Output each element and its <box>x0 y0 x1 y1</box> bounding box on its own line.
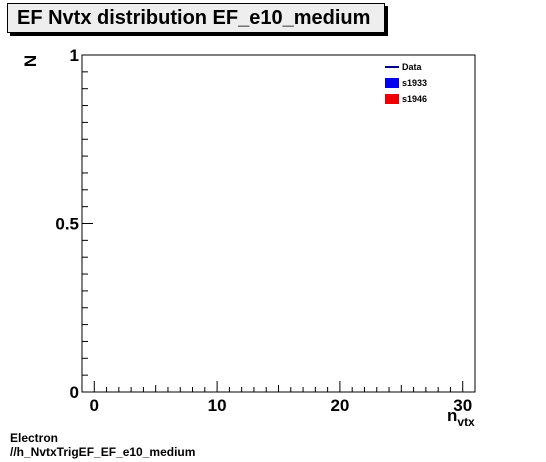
footer: Electron //h_NvtxTrigEF_EF_e10_medium <box>10 431 195 459</box>
x-tick-label: 0 <box>90 396 99 415</box>
x-tick-label: 10 <box>208 396 227 415</box>
legend-label: Data <box>402 62 423 72</box>
x-tick-label: 20 <box>330 396 349 415</box>
legend-label: s1933 <box>402 78 427 88</box>
x-axis: 0 10 20 30 <box>90 381 472 415</box>
y-tick-label: 0.5 <box>55 215 79 234</box>
footer-line-1: Electron <box>10 431 59 445</box>
y-tick-label: 1 <box>70 46 79 65</box>
y-axis-label: N <box>21 55 40 67</box>
legend-fill-marker <box>385 78 399 88</box>
chart-title: EF Nvtx distribution EF_e10_medium <box>7 3 385 33</box>
legend-label: s1946 <box>402 94 427 104</box>
x-axis-label-main: n <box>447 406 457 425</box>
plot-frame <box>81 54 476 393</box>
x-axis-label-subscript: vtx <box>457 415 475 429</box>
x-tick-label: 30 <box>453 396 472 415</box>
y-tick-label: 0 <box>70 383 79 402</box>
y-axis: 00.51 <box>55 46 93 402</box>
footer-line-2: //h_NvtxTrigEF_EF_e10_medium <box>10 445 196 459</box>
legend-fill-marker <box>385 94 399 104</box>
legend: Data s1933 s1946 <box>385 62 427 104</box>
x-axis-label: nvtx <box>447 406 475 429</box>
